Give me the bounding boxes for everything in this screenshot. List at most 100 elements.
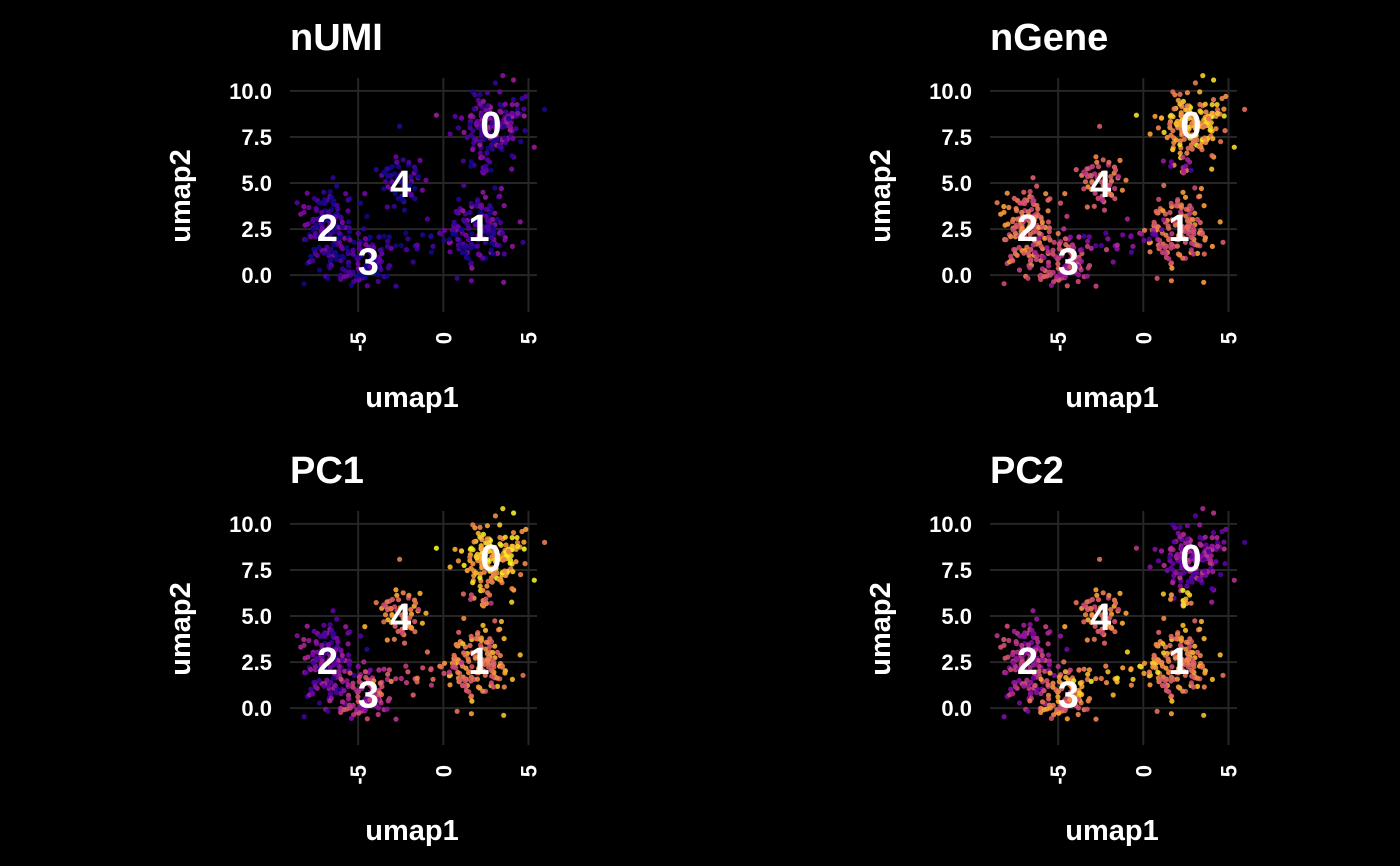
cell-point — [520, 239, 526, 245]
cell-point — [331, 631, 337, 637]
cell-point — [394, 175, 400, 181]
cell-point — [1190, 650, 1196, 656]
cell-point — [510, 569, 516, 575]
cell-point — [483, 206, 489, 212]
cluster-label: 2 — [1017, 641, 1038, 683]
cell-point — [1093, 283, 1099, 289]
cell-point — [475, 665, 482, 672]
cell-point — [1171, 106, 1177, 112]
cell-point — [306, 204, 312, 211]
x-tick-label: -5 — [346, 332, 371, 352]
cell-point — [362, 236, 368, 242]
cell-point — [322, 201, 328, 207]
cell-point — [509, 102, 515, 108]
cell-point — [1031, 631, 1037, 637]
cell-point — [413, 600, 419, 606]
cell-point — [1175, 684, 1181, 690]
cell-point — [1046, 658, 1052, 664]
cell-point — [1190, 229, 1196, 235]
cell-point — [406, 592, 412, 598]
cluster-label: 4 — [390, 164, 411, 206]
cell-point — [1167, 642, 1173, 649]
cell-point — [1174, 676, 1180, 682]
cell-point — [1026, 669, 1032, 675]
cell-point — [1188, 247, 1194, 253]
cell-point — [520, 672, 526, 678]
cell-point — [1161, 129, 1167, 135]
cell-point — [1196, 144, 1202, 150]
cell-point — [321, 622, 327, 628]
cell-point — [1152, 546, 1158, 552]
cell-point — [1106, 159, 1112, 165]
cell-point — [415, 173, 422, 180]
cell-point — [351, 239, 357, 245]
cell-point — [303, 237, 309, 243]
cell-point — [498, 109, 504, 115]
cell-point — [1160, 208, 1166, 214]
cell-point — [998, 211, 1004, 217]
cell-point — [1099, 197, 1105, 203]
cell-point — [1161, 182, 1167, 188]
cell-point — [1033, 214, 1039, 220]
cell-point — [493, 118, 499, 125]
cell-point — [1231, 144, 1237, 150]
cell-point — [461, 217, 467, 223]
cell-point — [1167, 113, 1173, 119]
cell-point — [1201, 556, 1207, 562]
cell-point — [363, 241, 369, 248]
cell-point — [1187, 636, 1193, 642]
cell-point — [1067, 667, 1073, 673]
cell-point — [321, 250, 327, 256]
cell-point — [461, 129, 467, 135]
cell-point — [1022, 634, 1028, 640]
cell-point — [327, 622, 333, 628]
cell-point — [1180, 622, 1186, 628]
cell-point — [480, 189, 486, 195]
cell-point — [312, 251, 318, 257]
cell-point — [472, 525, 478, 531]
cell-point — [384, 166, 390, 172]
cell-point — [357, 200, 364, 206]
cell-point — [1112, 629, 1118, 635]
cell-point — [1210, 530, 1217, 536]
cell-point — [1223, 526, 1229, 533]
cell-point — [1019, 642, 1025, 649]
cell-point — [351, 672, 357, 678]
cell-point — [368, 689, 374, 695]
cell-point — [1138, 231, 1144, 237]
cell-point — [373, 600, 379, 606]
cell-point — [509, 166, 515, 172]
cell-point — [384, 204, 390, 210]
cell-point — [308, 667, 314, 673]
cell-point — [408, 191, 414, 198]
cell-point — [475, 232, 482, 239]
cell-point — [1168, 245, 1174, 251]
cell-point — [1067, 264, 1073, 270]
cell-point — [1217, 219, 1223, 225]
cell-point — [1062, 669, 1068, 675]
cell-point — [1173, 636, 1179, 642]
cell-point — [330, 608, 336, 614]
cell-point — [482, 627, 489, 633]
cell-point — [1183, 639, 1189, 645]
cell-point — [1200, 73, 1206, 79]
cell-point — [471, 539, 477, 545]
cell-point — [455, 224, 461, 230]
cell-point — [1076, 234, 1082, 240]
cell-point — [1191, 571, 1197, 578]
cell-point — [1057, 200, 1064, 206]
cell-point — [489, 224, 495, 230]
cell-point — [1055, 265, 1061, 271]
cell-point — [488, 600, 494, 606]
cell-point — [1184, 651, 1190, 657]
cell-point — [1167, 209, 1173, 216]
cell-point — [1168, 278, 1174, 284]
cell-point — [375, 705, 382, 711]
cell-point — [304, 190, 310, 196]
cell-point — [328, 689, 334, 696]
y-axis-label: umap2 — [865, 149, 897, 242]
cell-point — [420, 665, 426, 671]
cell-point — [428, 249, 434, 255]
cell-point — [490, 662, 496, 668]
cell-point — [321, 663, 327, 669]
